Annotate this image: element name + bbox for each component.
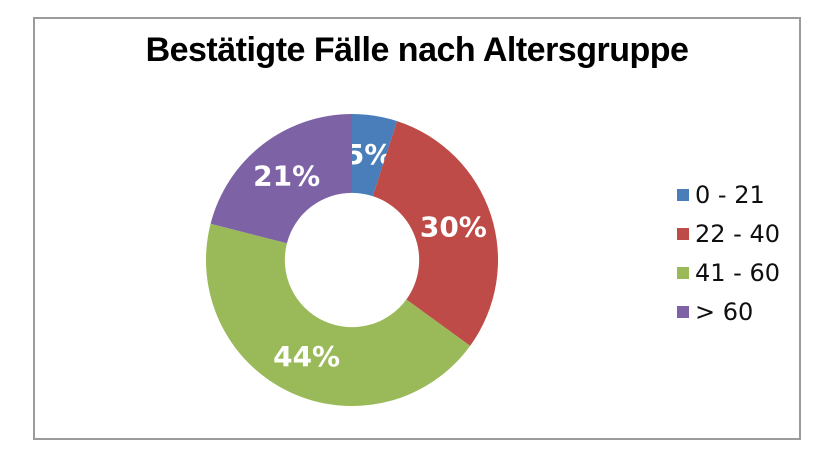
pie-slice-0 [352, 114, 398, 197]
legend-label: > 60 [695, 298, 754, 326]
legend-swatch-purple [677, 306, 689, 318]
legend-swatch-red [677, 228, 689, 240]
legend-item: 41 - 60 [677, 259, 780, 287]
legend-swatch-blue [677, 189, 689, 201]
legend-swatch-green [677, 267, 689, 279]
chart-title: Bestätigte Fälle nach Altersgruppe [145, 31, 689, 69]
legend-item: > 60 [677, 298, 780, 326]
legend-label: 41 - 60 [695, 259, 780, 287]
legend-label: 0 - 21 [695, 181, 765, 209]
slice-data-label: 21% [253, 159, 320, 192]
legend: 0 - 21 22 - 40 41 - 60 > 60 [677, 181, 780, 326]
donut-chart: 5%30%44%21% [206, 114, 499, 407]
legend-item: 22 - 40 [677, 220, 780, 248]
pie-slice-2 [206, 223, 471, 407]
pie-slice-3 [210, 114, 352, 244]
legend-label: 22 - 40 [695, 220, 780, 248]
slice-data-label: 30% [420, 211, 487, 244]
legend-item: 0 - 21 [677, 181, 780, 209]
chart-frame: Bestätigte Fälle nach Altersgruppe 5% 30%… [33, 17, 801, 440]
slice-data-label: 44% [273, 340, 340, 373]
pie-slice-1 [372, 121, 499, 346]
